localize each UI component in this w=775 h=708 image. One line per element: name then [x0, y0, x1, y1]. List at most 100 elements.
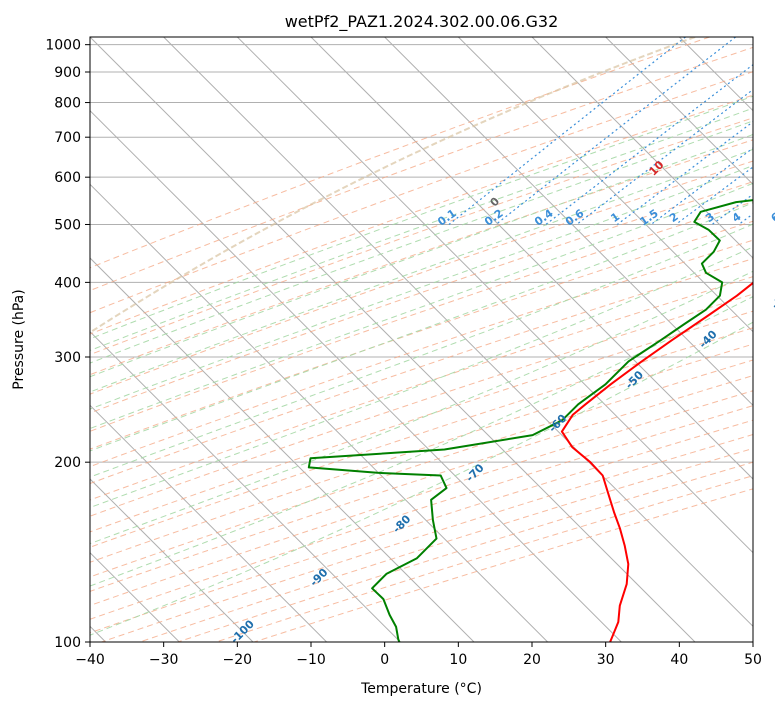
background-lines — [90, 37, 753, 642]
x-axis: −40 −30 −20 −10 0 10 20 30 40 50 — [75, 642, 762, 668]
y-tick-label-5: 500 — [54, 217, 81, 233]
x-tick-label-5: 10 — [449, 652, 467, 668]
dry-adiabat-120 — [90, 343, 753, 563]
y-tick-label-3: 700 — [54, 130, 81, 146]
moist-adiabat-18 — [90, 202, 753, 452]
dry-adiabat-170 — [90, 419, 753, 634]
x-tick-label-9: 50 — [744, 652, 762, 668]
dry-adiabat-0 — [90, 117, 753, 356]
saturation-curve — [90, 37, 696, 334]
moist-adiabat-label-6: -40 — [696, 328, 719, 351]
y-tick-label-2: 800 — [54, 96, 81, 112]
x-axis-label: Temperature (°C) — [360, 681, 482, 697]
y-tick-label-4: 600 — [54, 170, 81, 186]
y-axis-label: Pressure (hPa) — [11, 289, 27, 389]
isotherm--40 — [90, 37, 696, 642]
mixing-ratio-line-2 — [545, 63, 753, 225]
mixing-ratio-line-8 — [738, 213, 753, 225]
moist-adiabat-26 — [90, 246, 753, 509]
mixing-ratio-line-4 — [616, 121, 753, 225]
dry-adiabat--20 — [90, 71, 753, 314]
mixing-ratio-label-9: 6 — [769, 210, 775, 225]
moist-adiabat-label-7: -30 — [769, 288, 775, 311]
isotherm--50 — [90, 109, 622, 642]
dry-adiabat-20 — [90, 160, 753, 395]
dry-adiabat-130 — [90, 359, 753, 578]
mixing-ratio-line-0 — [448, 37, 686, 225]
isotherm--100 — [90, 478, 254, 642]
plot-area — [90, 37, 753, 642]
isotherm-30 — [605, 37, 753, 186]
dry-adiabat-90 — [90, 293, 753, 517]
x-tick-label-8: 40 — [670, 652, 688, 668]
dry-adiabat-80 — [90, 276, 753, 501]
data-series — [307, 199, 753, 642]
dry-adiabat-60 — [90, 239, 753, 468]
chart-title: wetPf2_PAZ1.2024.302.00.06.G32 — [285, 12, 559, 32]
mixing-ratio-line-7 — [711, 193, 753, 225]
isotherm--30 — [163, 37, 753, 628]
moist-adiabat-14 — [90, 182, 753, 430]
x-tick-label-3: −10 — [296, 652, 326, 668]
isotherm--90 — [90, 404, 328, 642]
mixing-ratio-line-1 — [495, 37, 736, 225]
y-tick-label-8: 200 — [54, 455, 81, 471]
x-tick-label-1: −30 — [149, 652, 179, 668]
mixing-ratio-label-5: 1.5 — [637, 207, 660, 229]
dry-adiabat-label-1: 10 — [647, 158, 667, 178]
isotherm-10 — [457, 37, 753, 333]
dry-adiabat-200 — [177, 461, 753, 642]
y-tick-label-6: 400 — [54, 275, 81, 291]
isotherm-50 — [752, 37, 753, 38]
isotherm-20 — [531, 37, 753, 259]
moist-adiabat-38 — [90, 321, 753, 636]
isotherm--80 — [90, 330, 401, 642]
x-tick-label-2: −20 — [223, 652, 253, 668]
mixing-ratio-label-4: 1 — [608, 210, 622, 225]
dry-adiabat-100 — [90, 310, 753, 533]
mixing-ratio-label-1: 0.2 — [482, 207, 505, 229]
mixing-ratio-label-2: 0.4 — [532, 207, 556, 229]
series-dewpoint-line — [307, 199, 753, 642]
moist-adiabat-10 — [90, 164, 753, 410]
moist-adiabat-6 — [90, 148, 753, 393]
moist-adiabat-2 — [90, 133, 753, 378]
series-temperature-line — [560, 281, 753, 642]
plot-frame — [89, 36, 754, 643]
moist-adiabat-label-2: -80 — [390, 512, 413, 535]
dry-adiabat-110 — [90, 327, 753, 548]
dry-adiabat-40 — [90, 201, 753, 432]
isotherm--70 — [90, 257, 475, 642]
x-tick-label-0: −40 — [75, 652, 105, 668]
x-tick-label-7: 30 — [597, 652, 615, 668]
mixing-ratio-label-3: 0.6 — [563, 207, 587, 229]
dry-adiabat-150 — [90, 390, 753, 607]
moist-adiabat--2 — [90, 120, 753, 364]
dry-adiabat-140 — [90, 375, 753, 592]
y-tick-label-7: 300 — [54, 350, 81, 366]
x-tick-label-4: 0 — [380, 652, 389, 668]
x-tick-label-6: 20 — [523, 652, 541, 668]
dry-adiabat-50 — [90, 220, 753, 450]
mixing-ratio-line-3 — [576, 88, 753, 225]
isotherm-40 — [678, 37, 753, 112]
y-tick-label-0: 1000 — [45, 38, 81, 54]
y-tick-label-9: 100 — [54, 635, 81, 651]
isotherm--10 — [310, 37, 753, 480]
moist-adiabat--6 — [90, 107, 753, 352]
dry-adiabat-10 — [90, 139, 753, 376]
moist-adiabat--10 — [90, 95, 753, 340]
moist-adiabat-22 — [90, 223, 753, 478]
dry-adiabat-30 — [90, 181, 753, 414]
moist-adiabat-label-3: -70 — [463, 461, 486, 484]
dry-adiabat--30 — [90, 46, 753, 292]
dry-adiabat-70 — [90, 258, 753, 485]
moist-adiabat-30 — [90, 270, 753, 545]
dry-adiabat-210 — [215, 475, 753, 642]
dry-adiabat--10 — [90, 94, 753, 335]
isotherm--20 — [236, 37, 753, 554]
mixing-ratio-line-5 — [650, 147, 753, 225]
isotherm-0 — [384, 37, 753, 407]
line-labels: 0.10.20.40.611.52346810131620253036-100-… — [228, 158, 775, 646]
